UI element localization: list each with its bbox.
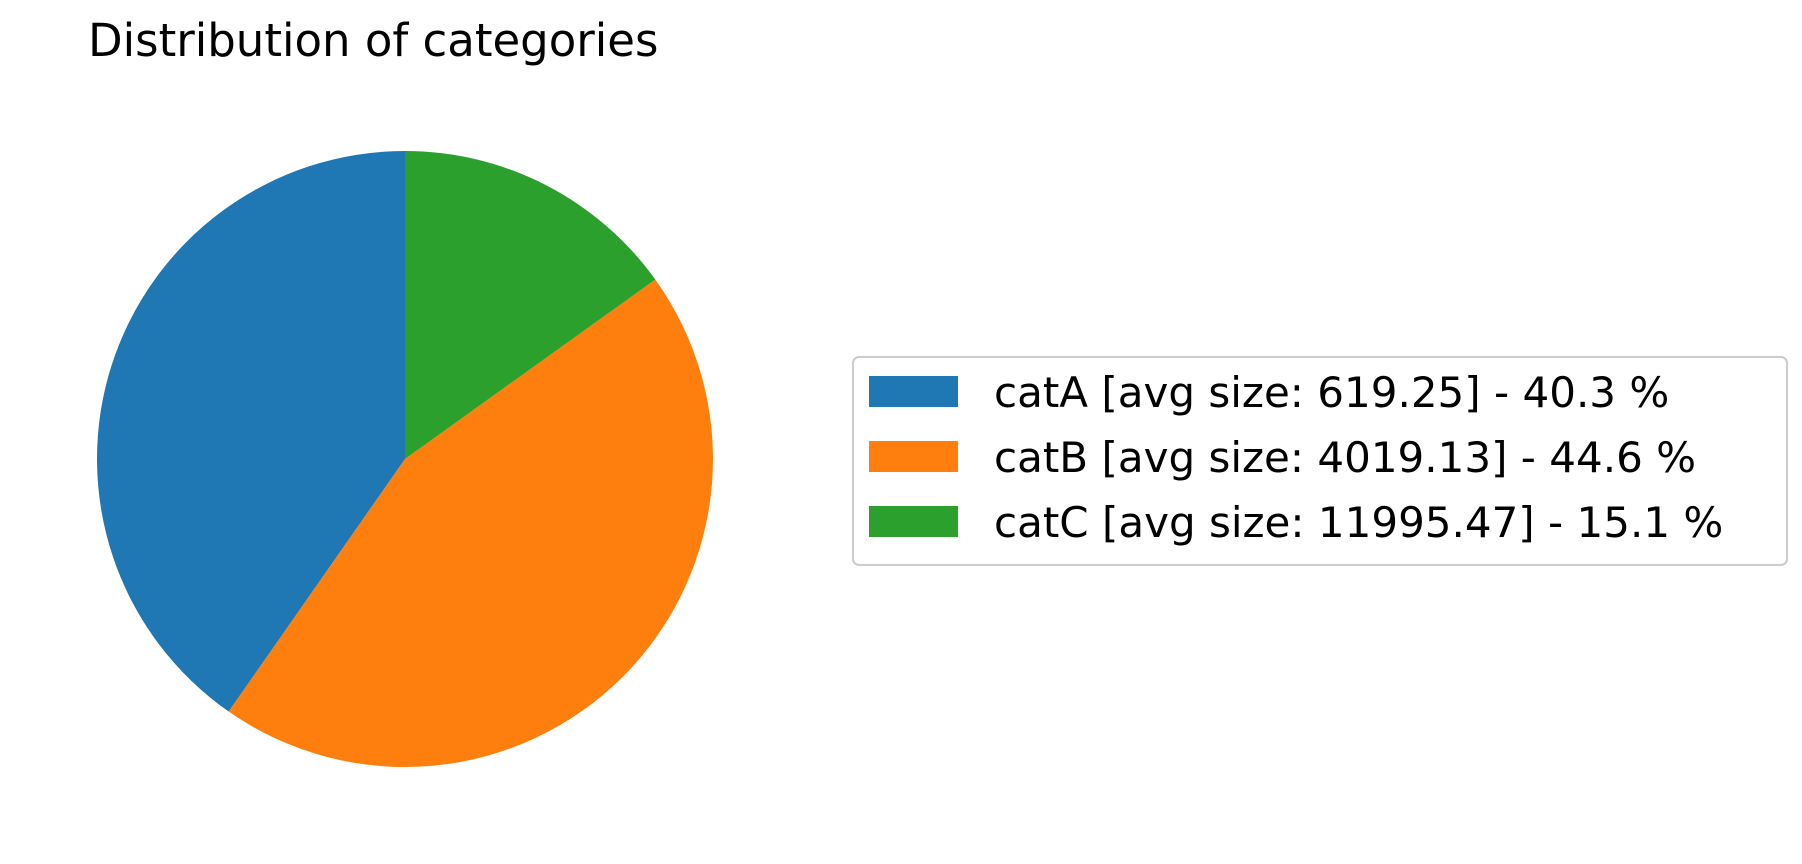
legend-items: catA [avg size: 619.25] - 40.3 % catB [av… bbox=[869, 368, 1723, 547]
legend: catA [avg size: 619.25] - 40.3 % catB [av… bbox=[852, 356, 1788, 566]
legend-label-catA: catA [avg size: 619.25] - 40.3 % bbox=[994, 368, 1669, 417]
pie-slice-catC bbox=[405, 151, 656, 459]
legend-swatch-catA bbox=[869, 376, 958, 407]
pie-slices bbox=[97, 151, 713, 767]
legend-swatch-catC bbox=[869, 506, 958, 537]
legend-frame bbox=[852, 356, 1788, 566]
chart-title: Distribution of categories bbox=[88, 14, 658, 67]
pie-slice-catB bbox=[228, 279, 713, 767]
pie-slice-catA bbox=[97, 151, 406, 712]
legend-label-catC: catC [avg size: 11995.47] - 15.1 % bbox=[994, 498, 1723, 547]
legend-label-catB: catB [avg size: 4019.13] - 44.6 % bbox=[994, 433, 1696, 482]
legend-swatch-catB bbox=[869, 441, 958, 472]
